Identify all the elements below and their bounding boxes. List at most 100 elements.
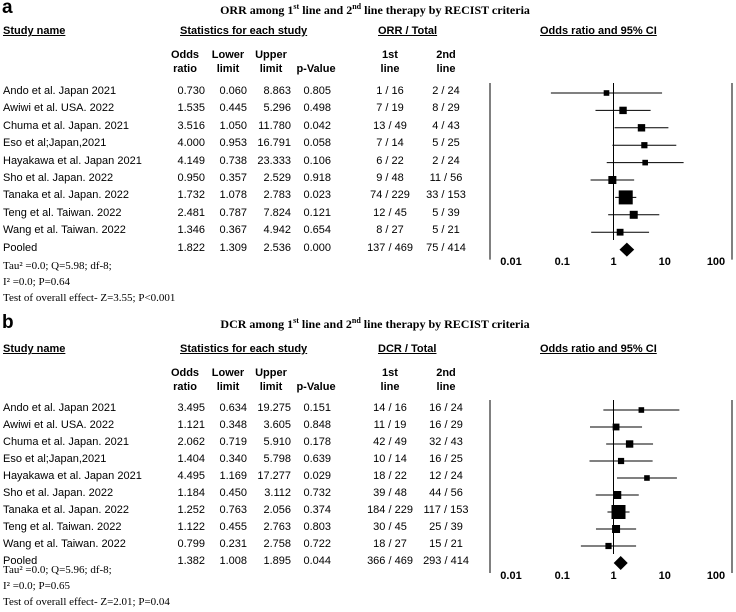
lower-limit-cell: 1.050 bbox=[219, 119, 247, 132]
second-line-count-cell: 2 / 24 bbox=[432, 154, 460, 167]
odds-ratio-cell: 0.799 bbox=[177, 538, 205, 550]
i2-stat: I² =0.0; P=0.65 bbox=[3, 580, 71, 592]
study-name-header: Study name bbox=[3, 343, 66, 355]
study-name-cell: Wang et al. Taiwan. 2022 bbox=[3, 538, 126, 550]
upper-limit-cell: 2.056 bbox=[263, 504, 291, 516]
first-line-count-cell: 18 / 22 bbox=[373, 470, 407, 482]
second-line-count-cell: 75 / 414 bbox=[426, 241, 466, 254]
first-line-count-cell: 8 / 27 bbox=[376, 224, 404, 237]
upper-limit-cell: 4.942 bbox=[263, 224, 291, 237]
upper-limit-cell: 8.863 bbox=[263, 85, 291, 97]
lower-limit-cell: 0.060 bbox=[219, 85, 247, 97]
heterogeneity-stats: Tau² =0.0; Q=5.98; df-8; I² =0.0; P=0.64… bbox=[3, 258, 175, 306]
odds-ratio-cell: 0.730 bbox=[177, 85, 205, 97]
pooled-row: Pooled 1.382 1.008 1.895 0.044 366 / 469 293 /… bbox=[0, 555, 480, 572]
panel-letter: b bbox=[2, 312, 14, 333]
upper-limit-subheader: Upper limit bbox=[255, 49, 287, 75]
upper-limit-cell: 2.758 bbox=[263, 538, 291, 550]
p-value-cell: 0.848 bbox=[303, 419, 331, 431]
table-row: Ando et al. Japan 2021 3.495 0.634 19.275 0.… bbox=[0, 402, 480, 419]
first-line-count-cell: 137 / 469 bbox=[367, 241, 413, 254]
tick-label: 1 bbox=[610, 256, 617, 268]
odds-ratio-cell: 4.149 bbox=[177, 154, 205, 167]
lower-limit-cell: 0.357 bbox=[219, 172, 247, 184]
counts-header: ORR / Total bbox=[378, 25, 438, 37]
odds-ratio-cell: 2.481 bbox=[177, 206, 205, 219]
lower-limit-cell: 0.367 bbox=[219, 224, 247, 237]
second-line-count-cell: 44 / 56 bbox=[429, 487, 463, 499]
first-line-count-cell: 11 / 19 bbox=[373, 419, 407, 431]
odds-ratio-cell: 1.404 bbox=[177, 453, 205, 465]
lower-limit-cell: 0.787 bbox=[219, 206, 247, 219]
p-value-cell: 0.374 bbox=[303, 504, 331, 516]
odds-ratio-cell: 4.495 bbox=[177, 470, 205, 482]
effect-point bbox=[644, 475, 650, 481]
pooled-diamond bbox=[619, 242, 635, 257]
study-name-cell: Chuma et al. Japan. 2021 bbox=[3, 436, 129, 448]
tick-label: 1 bbox=[610, 570, 617, 582]
effect-point bbox=[613, 491, 622, 499]
upper-limit-cell: 16.791 bbox=[257, 137, 291, 150]
odds-ratio-cell: 3.495 bbox=[177, 402, 205, 414]
study-name-cell: Tanaka et al. Japan. 2022 bbox=[3, 189, 129, 202]
lower-limit-cell: 0.634 bbox=[219, 402, 247, 414]
table-row: Teng et al. Taiwan. 2022 2.481 0.787 7.824 0… bbox=[0, 207, 480, 224]
table-row: Awiwi et al. USA. 2022 1.535 0.445 5.296 0.4… bbox=[0, 102, 480, 119]
upper-limit-cell: 17.277 bbox=[257, 470, 291, 482]
second-line-count-cell: 11 / 56 bbox=[429, 172, 463, 184]
upper-limit-cell: 3.605 bbox=[263, 419, 291, 431]
p-value-cell: 0.654 bbox=[303, 224, 331, 237]
table-row: Eso et al;Japan,2021 4.000 0.953 16.791 0.05… bbox=[0, 137, 480, 154]
second-line-count-cell: 5 / 39 bbox=[432, 206, 460, 219]
lower-limit-cell: 1.169 bbox=[219, 470, 247, 482]
forest-plot bbox=[489, 83, 733, 260]
second-line-count-cell: 33 / 153 bbox=[426, 189, 466, 202]
upper-limit-cell: 7.824 bbox=[263, 206, 291, 219]
table-row: Tanaka et al. Japan. 2022 1.732 1.078 2.783… bbox=[0, 189, 480, 206]
overall-effect-stat: Test of overall effect- Z=2.01; P=0.04 bbox=[3, 596, 170, 608]
tick-label: 100 bbox=[706, 570, 726, 582]
forest-plot bbox=[489, 400, 733, 573]
table-row: Ando et al. Japan 2021 0.730 0.060 8.863 0.8… bbox=[0, 85, 480, 102]
lower-limit-subheader: Lower limit bbox=[211, 49, 245, 75]
pooled-row: Pooled 1.822 1.309 2.536 0.000 137 / 469 75 / … bbox=[0, 242, 480, 259]
p-value-subheader: p-Value bbox=[296, 63, 336, 75]
odds-ratio-cell: 3.516 bbox=[177, 119, 205, 132]
first-line-subheader: 1st line bbox=[380, 49, 400, 75]
table-row: Tanaka et al. Japan. 2022 1.252 0.763 2.056… bbox=[0, 504, 480, 521]
plot-header: Odds ratio and 95% CI bbox=[540, 25, 657, 37]
odds-ratio-cell: 1.822 bbox=[177, 241, 205, 254]
upper-limit-cell: 1.895 bbox=[263, 555, 291, 567]
second-line-subheader: 2nd line bbox=[436, 367, 456, 393]
table-row: Wang et al. Taiwan. 2022 1.346 0.367 4.942 0… bbox=[0, 224, 480, 241]
tick-label: 0.1 bbox=[554, 570, 570, 582]
table-row: Awiwi et al. USA. 2022 1.121 0.348 3.605 0.8… bbox=[0, 419, 480, 436]
stats-header: Statistics for each study bbox=[180, 25, 308, 37]
table-row: Wang et al. Taiwan. 2022 0.799 0.231 2.758 0… bbox=[0, 538, 480, 555]
table-row: Chuma et al. Japan. 2021 3.516 1.050 11.780… bbox=[0, 120, 480, 137]
study-name-cell: Awiwi et al. USA. 2022 bbox=[3, 102, 115, 115]
i2-stat: I² =0.0; P=0.64 bbox=[3, 276, 71, 288]
lower-limit-cell: 0.953 bbox=[219, 137, 247, 150]
tick-label: 0.01 bbox=[500, 570, 522, 582]
lower-limit-cell: 0.445 bbox=[219, 102, 247, 115]
plot-header: Odds ratio and 95% CI bbox=[540, 343, 657, 355]
effect-point bbox=[616, 228, 624, 236]
tau-stat: Tau² =0.0; Q=5.98; df-8; bbox=[3, 260, 112, 272]
upper-limit-subheader: Upper limit bbox=[255, 367, 287, 393]
study-name-cell: Pooled bbox=[3, 555, 38, 567]
lower-limit-subheader: Lower limit bbox=[211, 367, 245, 393]
p-value-cell: 0.498 bbox=[303, 102, 331, 115]
tick-label: 100 bbox=[706, 256, 726, 268]
first-line-count-cell: 10 / 14 bbox=[373, 453, 407, 465]
odds-ratio-cell: 1.121 bbox=[177, 419, 205, 431]
heterogeneity-stats: Tau² =0.0; Q=5.96; df-8; I² =0.0; P=0.65… bbox=[3, 562, 170, 610]
second-line-count-cell: 8 / 29 bbox=[432, 102, 460, 115]
odds-ratio-cell: 1.122 bbox=[177, 521, 205, 533]
odds-ratio-cell: 1.732 bbox=[177, 189, 205, 202]
panel-letter: a bbox=[2, 0, 13, 18]
second-line-count-cell: 5 / 25 bbox=[432, 137, 460, 150]
upper-limit-cell: 2.536 bbox=[263, 241, 291, 254]
first-line-count-cell: 12 / 45 bbox=[373, 206, 407, 219]
p-value-cell: 0.023 bbox=[303, 189, 331, 202]
